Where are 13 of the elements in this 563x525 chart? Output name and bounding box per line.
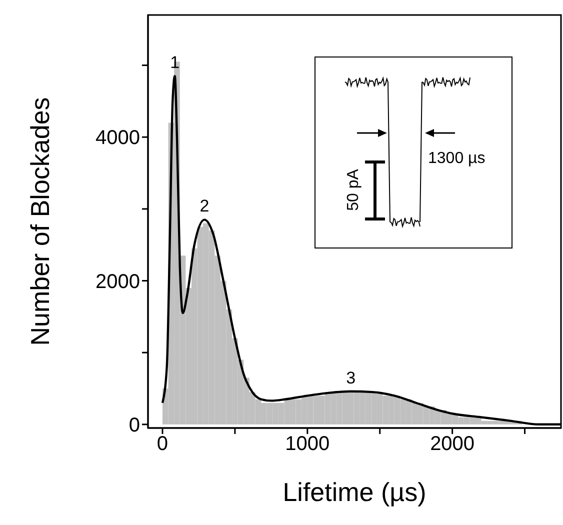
- annotation: 50 pA: [345, 168, 362, 211]
- x-tick-label: 0: [156, 433, 168, 456]
- x-tick-label: 2000: [430, 433, 475, 456]
- y-tick-label: 2000: [96, 270, 140, 293]
- x-axis-title: Lifetime (µs): [282, 477, 426, 507]
- annotation: 1: [170, 53, 180, 72]
- y-tick-label: 0: [128, 414, 140, 437]
- annotation: 3: [346, 368, 356, 388]
- y-axis-title: Number of Blockades: [25, 97, 56, 346]
- y-tick-label: 4000: [96, 127, 140, 150]
- annotation: 2: [200, 196, 210, 216]
- annotation: 1300 µs: [428, 150, 486, 167]
- x-tick-label: 1000: [285, 433, 330, 456]
